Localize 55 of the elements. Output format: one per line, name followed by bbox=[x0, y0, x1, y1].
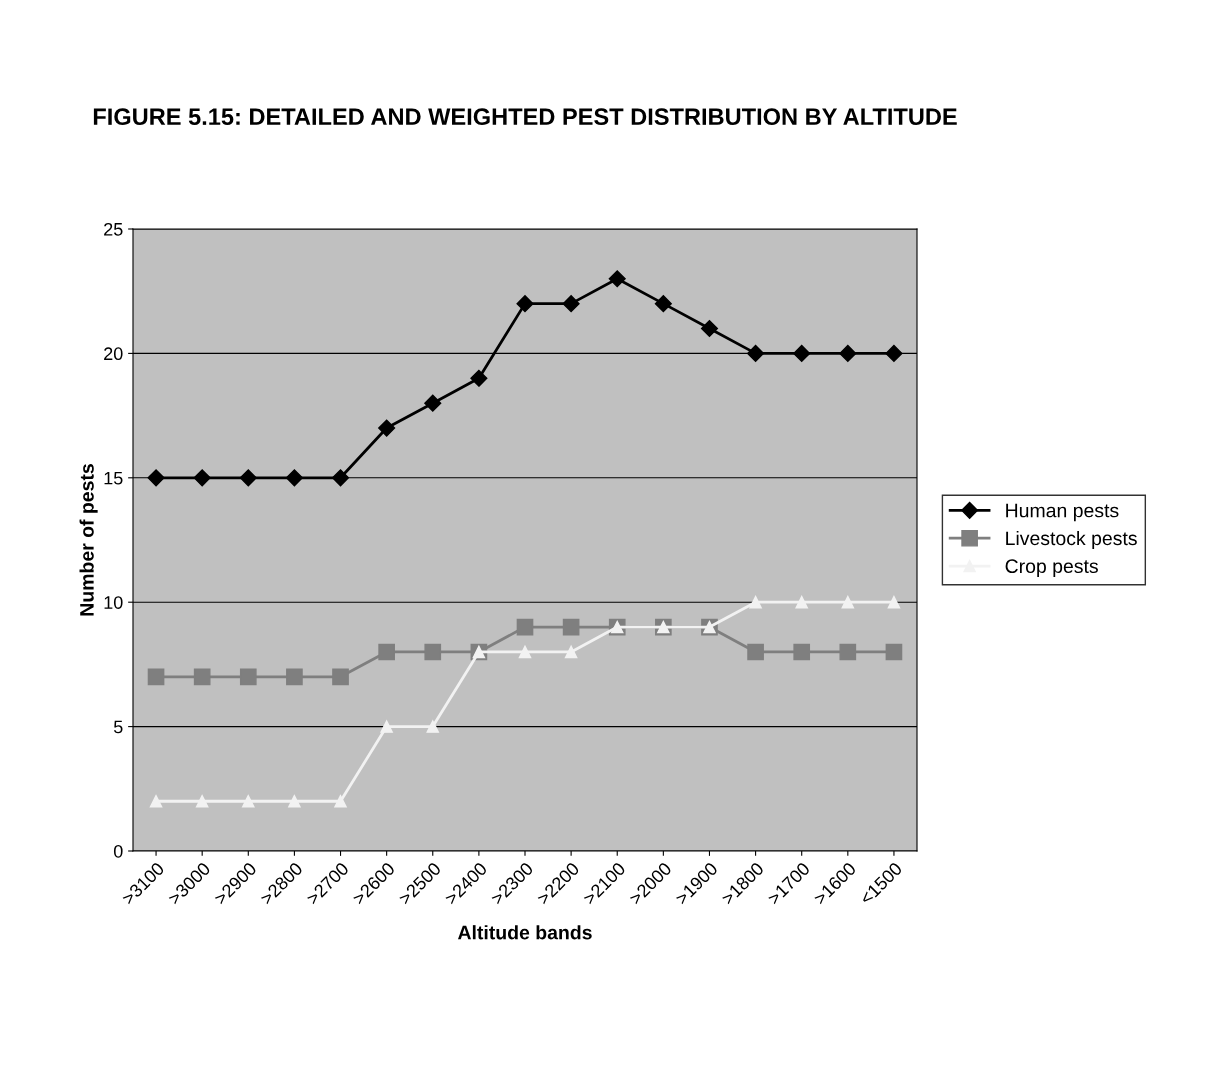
point bbox=[378, 419, 396, 437]
point bbox=[285, 469, 303, 487]
point bbox=[564, 645, 578, 659]
point bbox=[749, 595, 762, 609]
point bbox=[518, 645, 532, 659]
point bbox=[331, 469, 350, 487]
y-tick-label: 0 bbox=[113, 844, 123, 858]
point bbox=[608, 270, 626, 288]
point bbox=[193, 469, 211, 487]
y-tick-label: 15 bbox=[104, 471, 123, 485]
point bbox=[424, 643, 442, 661]
point bbox=[286, 668, 303, 686]
point bbox=[839, 344, 857, 362]
point bbox=[885, 643, 903, 661]
y-tick-label: 10 bbox=[104, 596, 123, 609]
point bbox=[887, 595, 901, 609]
point bbox=[793, 344, 811, 362]
x-axis-title: Altitude bands bbox=[457, 925, 592, 940]
point bbox=[747, 643, 764, 661]
point bbox=[424, 394, 442, 412]
point bbox=[378, 643, 395, 661]
point bbox=[149, 794, 163, 808]
point bbox=[380, 720, 393, 733]
point bbox=[654, 295, 672, 313]
point bbox=[239, 469, 257, 487]
point bbox=[193, 668, 211, 686]
point bbox=[516, 295, 534, 313]
point bbox=[426, 720, 440, 733]
point bbox=[795, 595, 808, 609]
point bbox=[470, 369, 488, 387]
point bbox=[195, 794, 209, 808]
point bbox=[147, 668, 165, 686]
y-tick-label: 5 bbox=[113, 720, 123, 734]
point bbox=[747, 344, 765, 362]
point bbox=[700, 319, 719, 338]
y-axis-title: Number of pests bbox=[79, 464, 98, 616]
point bbox=[147, 469, 165, 487]
point bbox=[793, 643, 811, 661]
legend-label: Crop pests bbox=[1005, 559, 1098, 577]
point bbox=[841, 595, 855, 609]
point bbox=[562, 295, 580, 313]
legend-label: Livestock pests bbox=[1006, 530, 1137, 550]
y-tick-label: 25 bbox=[104, 222, 123, 236]
point bbox=[885, 344, 903, 362]
legend-label: Human pests bbox=[1006, 503, 1119, 522]
point bbox=[288, 794, 301, 808]
y-tick-label: 20 bbox=[104, 347, 123, 361]
point bbox=[839, 643, 857, 661]
point bbox=[242, 794, 255, 808]
point bbox=[516, 618, 534, 636]
point bbox=[239, 668, 257, 686]
chart-title: FIGURE 5.15: DETAILED AND WEIGHTED PEST DISTRIBUTION BY ALTITUDE bbox=[93, 108, 957, 126]
point bbox=[562, 618, 580, 636]
point bbox=[332, 668, 349, 686]
point bbox=[334, 794, 347, 808]
